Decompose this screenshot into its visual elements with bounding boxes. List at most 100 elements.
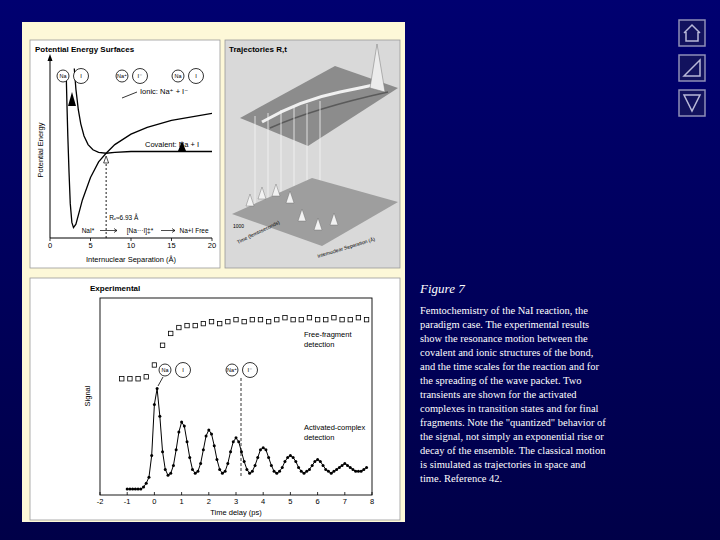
atom — [116, 70, 128, 82]
atom — [57, 70, 69, 82]
point — [360, 470, 363, 473]
point — [308, 468, 311, 471]
point — [332, 470, 335, 473]
peak — [330, 213, 338, 225]
point — [210, 432, 213, 435]
point — [283, 460, 286, 463]
point — [142, 486, 145, 489]
point — [242, 319, 246, 323]
atom-label: I — [195, 73, 197, 79]
point — [248, 472, 251, 475]
projection-line — [281, 110, 282, 197]
x-axis-title: Internuclear Separation (Å) — [86, 255, 177, 264]
curve — [74, 68, 212, 153]
peak — [370, 44, 385, 92]
point — [215, 458, 218, 461]
peak — [272, 184, 280, 196]
point — [273, 470, 276, 473]
point — [266, 319, 270, 323]
x-tick — [344, 492, 345, 495]
experimental-chart: Experimental-2-1012345678Time delay (ps)… — [30, 278, 400, 520]
trace — [127, 389, 366, 489]
x-tick — [181, 492, 182, 495]
point — [226, 319, 230, 323]
point — [357, 470, 360, 473]
x-tick-label: 7 — [343, 497, 347, 506]
point — [213, 444, 216, 447]
point — [319, 460, 322, 463]
series-label-line: detection — [304, 340, 334, 349]
atom-label: I — [182, 367, 184, 373]
point — [177, 325, 181, 329]
point — [322, 464, 325, 467]
point — [335, 468, 338, 471]
point — [324, 468, 327, 471]
point — [307, 316, 311, 320]
nav-button[interactable] — [679, 55, 705, 81]
series-label-line: Free-fragment — [304, 330, 352, 339]
atom-label: Na — [174, 73, 182, 79]
point — [315, 317, 319, 321]
x-tick-label: 20 — [208, 241, 216, 250]
plot-frame — [100, 298, 372, 495]
point — [240, 450, 243, 453]
axis-label: 1000 — [233, 223, 244, 229]
y-axis-title: Signal — [83, 385, 92, 406]
point — [237, 440, 240, 443]
crossing-arrow — [104, 156, 109, 163]
point — [175, 448, 178, 451]
point — [256, 456, 259, 459]
point — [229, 450, 232, 453]
leader-line — [241, 378, 242, 476]
point — [145, 482, 148, 485]
point — [270, 464, 273, 467]
point — [172, 464, 175, 467]
point — [150, 454, 153, 457]
chart-title: Experimental — [90, 284, 140, 293]
point — [144, 375, 148, 379]
point — [365, 466, 368, 469]
point — [330, 472, 333, 475]
point — [185, 323, 189, 327]
x-tick-label: -2 — [97, 497, 104, 506]
point — [262, 446, 265, 449]
projection-line — [268, 113, 269, 201]
figure-caption: Femtochemistry of the NaI reaction, the … — [420, 304, 608, 486]
nav-button[interactable] — [679, 20, 705, 46]
point — [160, 343, 164, 347]
leader-line — [158, 377, 163, 386]
point — [202, 448, 205, 451]
x-tick-label: 10 — [127, 241, 135, 250]
point — [217, 321, 221, 325]
atom — [74, 69, 89, 84]
x-tick-label: 8 — [370, 497, 374, 506]
point — [218, 468, 221, 471]
next-icon — [684, 95, 700, 111]
atom — [176, 363, 191, 378]
projection-line — [255, 116, 256, 205]
point — [164, 468, 167, 471]
state-label: [Na···I]‡* — [127, 227, 154, 235]
point — [264, 448, 267, 451]
projection-line — [294, 107, 295, 193]
x-tick-label: 1 — [180, 497, 184, 506]
point — [193, 323, 197, 327]
x-tick-label: 0 — [152, 497, 156, 506]
figure-panel — [22, 22, 405, 522]
point — [250, 317, 254, 321]
background — [0, 0, 720, 540]
point — [311, 464, 314, 467]
nav-button[interactable] — [679, 90, 705, 116]
point — [186, 440, 189, 443]
point — [156, 387, 159, 390]
axis-arrow — [48, 54, 53, 61]
x-tick — [127, 492, 128, 495]
panel — [30, 278, 400, 520]
projection-line — [320, 101, 321, 185]
point — [267, 456, 270, 459]
point — [169, 472, 172, 475]
point — [188, 456, 191, 459]
atom-label: I — [80, 73, 82, 79]
atom — [172, 70, 184, 82]
trajectories-panel: Trajectories R,t1000Time (femtoseconds)I… — [225, 40, 400, 268]
